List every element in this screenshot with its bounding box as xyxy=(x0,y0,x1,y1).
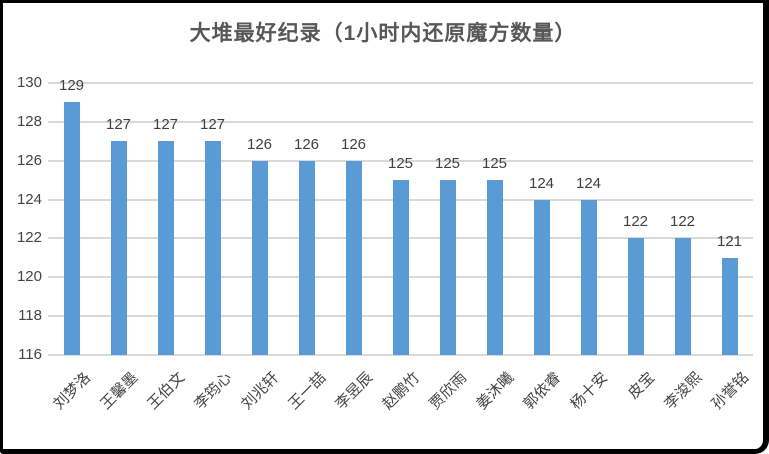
bar-value-label: 127 xyxy=(199,116,226,134)
bar xyxy=(627,238,644,355)
bar xyxy=(674,238,691,355)
y-tick-label: 116 xyxy=(18,346,42,363)
bar xyxy=(580,199,597,355)
bar xyxy=(110,141,127,355)
bar xyxy=(439,180,456,355)
bar-value-label: 125 xyxy=(434,155,461,173)
bar-value-label: 122 xyxy=(669,213,696,231)
y-tick-label: 124 xyxy=(16,190,42,208)
bar xyxy=(157,141,174,355)
bar xyxy=(251,160,268,355)
bar xyxy=(345,160,362,355)
bar xyxy=(486,180,503,355)
bar-value-label: 121 xyxy=(716,232,743,250)
chart-title: 大堆最好纪录（1小时内还原魔方数量） xyxy=(189,22,577,45)
bar xyxy=(298,160,315,355)
gridline xyxy=(48,82,753,84)
y-tick-label: 122 xyxy=(16,229,42,247)
plot-area: 116 118 120 122 124 126 128 130 129 127 127 127 126… xyxy=(17,74,753,413)
bar-value-label: 124 xyxy=(528,174,555,192)
bar-value-label: 126 xyxy=(293,135,320,153)
bar-value-label: 126 xyxy=(340,135,367,153)
gridline xyxy=(48,159,753,162)
bar-value-label: 125 xyxy=(481,155,508,173)
bar xyxy=(63,102,80,355)
y-tick-label: 128 xyxy=(16,112,42,130)
y-tick-label: 130 xyxy=(16,74,42,91)
y-tick-label: 120 xyxy=(16,268,42,286)
bar xyxy=(204,141,221,355)
y-tick-label: 118 xyxy=(18,307,42,325)
bar-value-label: 127 xyxy=(105,116,132,134)
bar xyxy=(392,180,409,355)
bar-value-label: 122 xyxy=(622,213,649,231)
y-tick-label: 126 xyxy=(16,151,42,169)
bar-value-label: 127 xyxy=(152,116,179,134)
gridline xyxy=(48,354,753,356)
bar-value-label: 124 xyxy=(575,174,602,192)
bar-value-label: 125 xyxy=(387,155,414,173)
gridline xyxy=(48,120,753,123)
bar xyxy=(721,257,738,355)
bar xyxy=(533,199,550,355)
bar-value-label: 126 xyxy=(246,135,273,153)
bar-value-label: 129 xyxy=(58,77,85,95)
